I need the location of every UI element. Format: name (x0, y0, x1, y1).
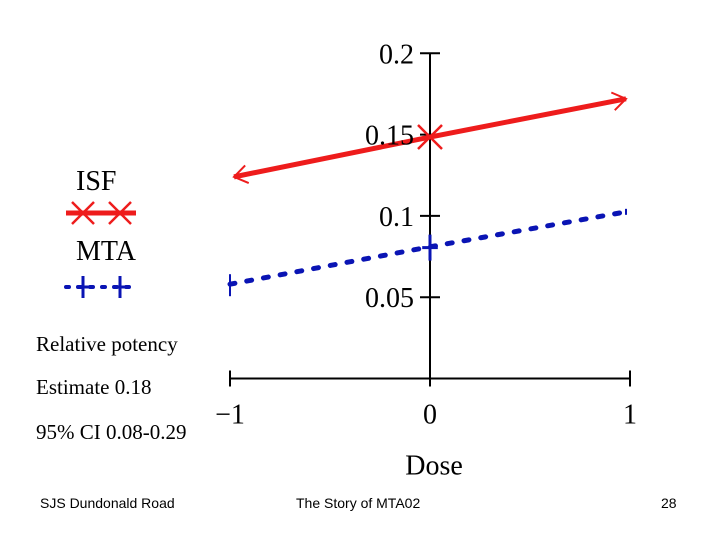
series-marker (422, 234, 438, 261)
y-tick-label: 0.15 (365, 121, 414, 152)
legend-label: ISF (76, 166, 116, 197)
line-arrow-head (232, 164, 250, 185)
y-tick-label: 0.05 (365, 283, 414, 314)
relative-potency-heading: Relative potency (36, 332, 178, 356)
line-arrow-head (610, 91, 628, 111)
page-number: 28 (661, 495, 677, 511)
legend-label: MTA (76, 236, 137, 267)
x-tick-label: −1 (215, 400, 245, 431)
footer-title: The Story of MTA02 (296, 495, 421, 511)
legend-entry: MTA (64, 236, 137, 298)
chart-series (227, 91, 629, 297)
x-tick-label: 1 (623, 400, 637, 431)
legend-entry: ISF (66, 166, 136, 225)
y-tick-label: 0.2 (379, 39, 414, 70)
x-tick-label: 0 (423, 400, 437, 431)
series-marker (417, 124, 443, 150)
series-isf (232, 91, 628, 185)
footer-location: SJS Dundonald Road (40, 495, 175, 511)
x-axis-title: Dose (405, 451, 463, 482)
y-tick-label: 0.1 (379, 202, 414, 233)
chart-labels: −1 0 1 0.05 0.1 0.15 0.2 Dose (215, 39, 637, 481)
confidence-interval-text: 95% CI 0.08-0.29 (36, 420, 187, 444)
series-mta (227, 208, 629, 297)
chart-legend: ISF MTA (64, 166, 137, 298)
chart-axes (229, 52, 631, 387)
estimate-text: Estimate 0.18 (36, 375, 152, 399)
